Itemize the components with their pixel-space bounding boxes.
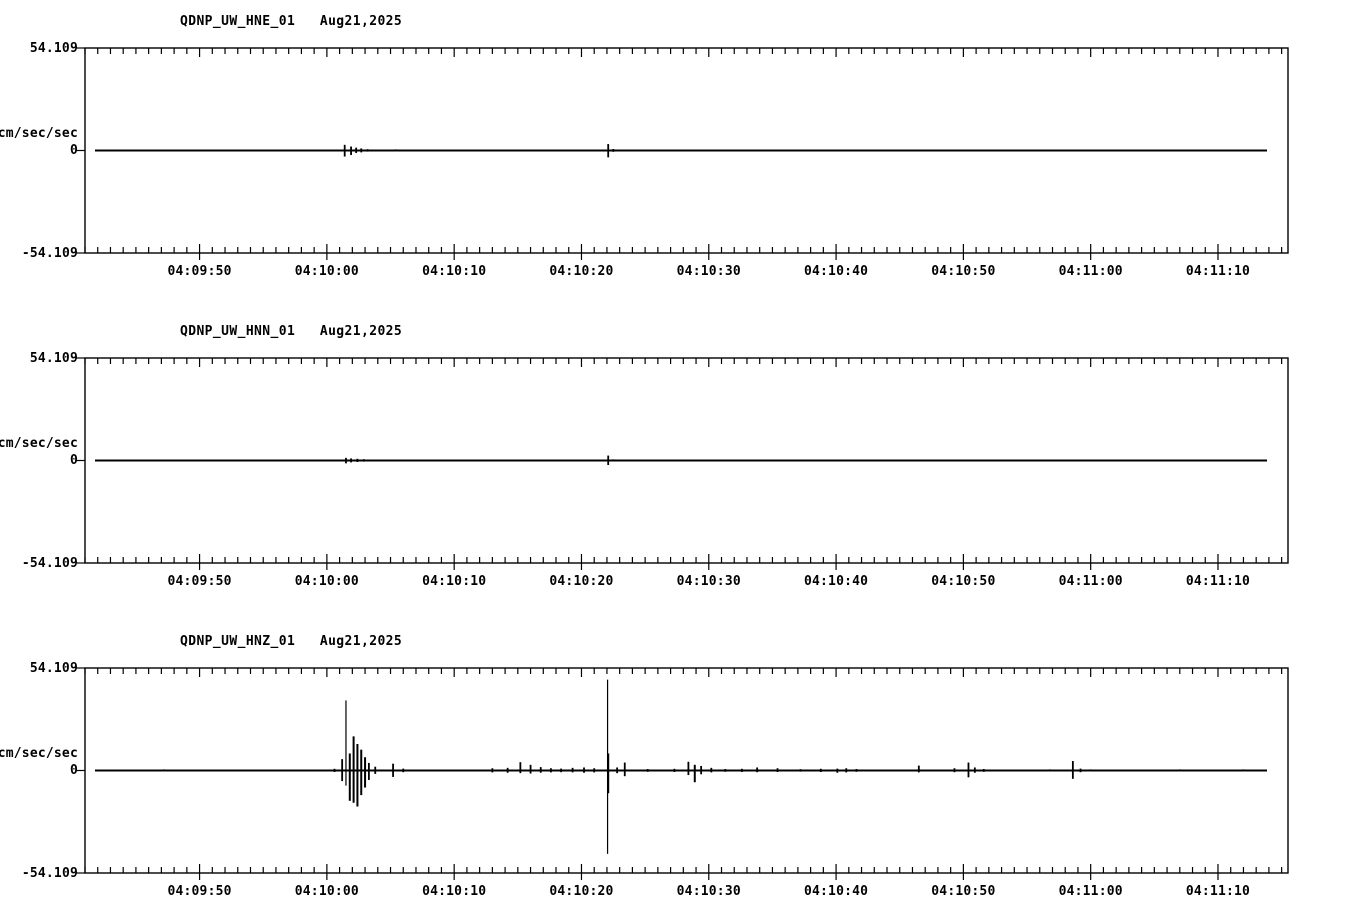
x-tick-label: 04:11:00 (1058, 884, 1123, 899)
seismogram-panel-hne: QDNP_UW_HNE_01 Aug21,2025 54.109 cm/sec/… (0, 12, 1358, 292)
panel-title-hne: QDNP_UW_HNE_01 Aug21,2025 (180, 14, 403, 29)
y-axis-unit-label-hnn: cm/sec/sec (0, 436, 78, 451)
x-tick-label: 04:11:10 (1185, 264, 1251, 279)
x-tick-label: 04:10:00 (294, 884, 359, 899)
x-tick-label: 04:10:10 (422, 574, 487, 589)
y-axis-zero-label-hne: 0 (69, 143, 78, 158)
x-tick-label: 04:10:30 (676, 574, 741, 589)
x-tick-label: 04:11:10 (1185, 884, 1251, 899)
y-axis-min-label-hnz: -54.109 (21, 866, 78, 881)
panel-title-hnn: QDNP_UW_HNN_01 Aug21,2025 (180, 324, 403, 339)
y-axis-max-label-hne: 54.109 (29, 41, 78, 56)
y-axis-zero-label-hnz: 0 (69, 763, 78, 778)
seismogram-panel-hnz: QDNP_UW_HNZ_01 Aug21,2025 54.109 cm/sec/… (0, 632, 1358, 912)
x-tick-label: 04:10:20 (549, 884, 614, 899)
x-tick-label: 04:10:20 (549, 264, 614, 279)
x-tick-label: 04:10:20 (549, 574, 614, 589)
x-tick-label: 04:10:30 (676, 264, 741, 279)
y-axis-max-label-hnz: 54.109 (29, 661, 78, 676)
y-axis-unit-label-hne: cm/sec/sec (0, 126, 78, 141)
x-tick-label: 04:11:00 (1058, 264, 1123, 279)
x-tick-label: 04:10:00 (294, 574, 359, 589)
y-axis-min-label-hne: -54.109 (21, 246, 78, 261)
x-tick-label: 04:10:40 (803, 884, 869, 899)
x-tick-label: 04:10:50 (931, 264, 996, 279)
x-tick-label: 04:10:40 (803, 574, 869, 589)
y-axis-zero-label-hnn: 0 (69, 453, 78, 468)
waveform-plot-hne (76, 47, 1289, 260)
x-tick-label: 04:09:50 (167, 884, 232, 899)
x-tick-label: 04:09:50 (167, 264, 232, 279)
x-tick-label: 04:11:00 (1058, 574, 1123, 589)
x-axis-tick-labels-hnz: 04:09:50 04:10:00 04:10:10 04:10:20 04:10:30… (0, 884, 1358, 904)
waveform-plot-hnn (76, 357, 1289, 570)
x-axis-tick-labels-hne: 04:09:50 04:10:00 04:10:10 04:10:20 04:10:30… (0, 264, 1358, 284)
panel-title-hnz: QDNP_UW_HNZ_01 Aug21,2025 (180, 634, 403, 649)
y-axis-max-label-hnn: 54.109 (29, 351, 78, 366)
x-tick-label: 04:10:50 (931, 884, 996, 899)
x-tick-label: 04:10:50 (931, 574, 996, 589)
x-tick-label: 04:10:40 (803, 264, 869, 279)
x-tick-label: 04:11:10 (1185, 574, 1251, 589)
x-tick-label: 04:10:30 (676, 884, 741, 899)
waveform-plot-hnz (76, 667, 1289, 880)
y-axis-min-label-hnn: -54.109 (21, 556, 78, 571)
x-tick-label: 04:10:10 (422, 884, 487, 899)
x-tick-label: 04:10:10 (422, 264, 487, 279)
x-tick-label: 04:09:50 (167, 574, 232, 589)
x-tick-label: 04:10:00 (294, 264, 359, 279)
y-axis-unit-label-hnz: cm/sec/sec (0, 746, 78, 761)
x-axis-tick-labels-hnn: 04:09:50 04:10:00 04:10:10 04:10:20 04:10:30… (0, 574, 1358, 594)
seismogram-panel-hnn: QDNP_UW_HNN_01 Aug21,2025 54.109 cm/sec/… (0, 322, 1358, 602)
